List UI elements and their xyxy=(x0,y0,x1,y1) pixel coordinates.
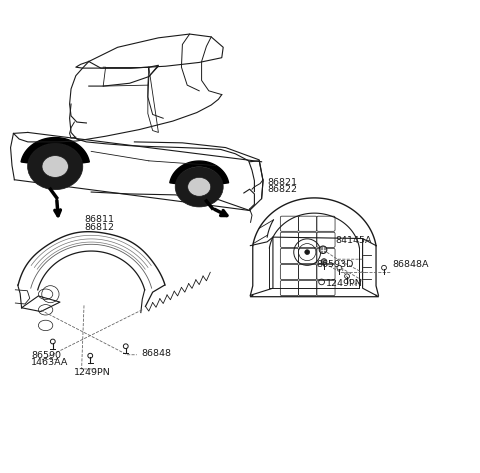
Text: 86848: 86848 xyxy=(142,349,172,359)
Circle shape xyxy=(319,246,327,254)
Text: 86593D: 86593D xyxy=(317,260,354,270)
Ellipse shape xyxy=(42,156,69,177)
Polygon shape xyxy=(21,138,89,163)
Text: 86821: 86821 xyxy=(268,177,298,187)
Text: 1463AA: 1463AA xyxy=(31,358,69,368)
Circle shape xyxy=(305,250,310,254)
Circle shape xyxy=(321,259,327,264)
Text: 84145A: 84145A xyxy=(335,236,372,245)
Text: 86812: 86812 xyxy=(84,223,114,232)
Text: 1249PN: 1249PN xyxy=(74,368,111,377)
Ellipse shape xyxy=(175,167,223,207)
Polygon shape xyxy=(170,161,228,184)
Text: 86848A: 86848A xyxy=(393,260,429,270)
Text: 1249PN: 1249PN xyxy=(325,279,362,289)
Text: 86811: 86811 xyxy=(84,215,114,225)
Ellipse shape xyxy=(188,177,211,196)
Text: 86590: 86590 xyxy=(31,351,61,360)
Text: 86822: 86822 xyxy=(268,184,298,194)
Ellipse shape xyxy=(27,143,83,190)
